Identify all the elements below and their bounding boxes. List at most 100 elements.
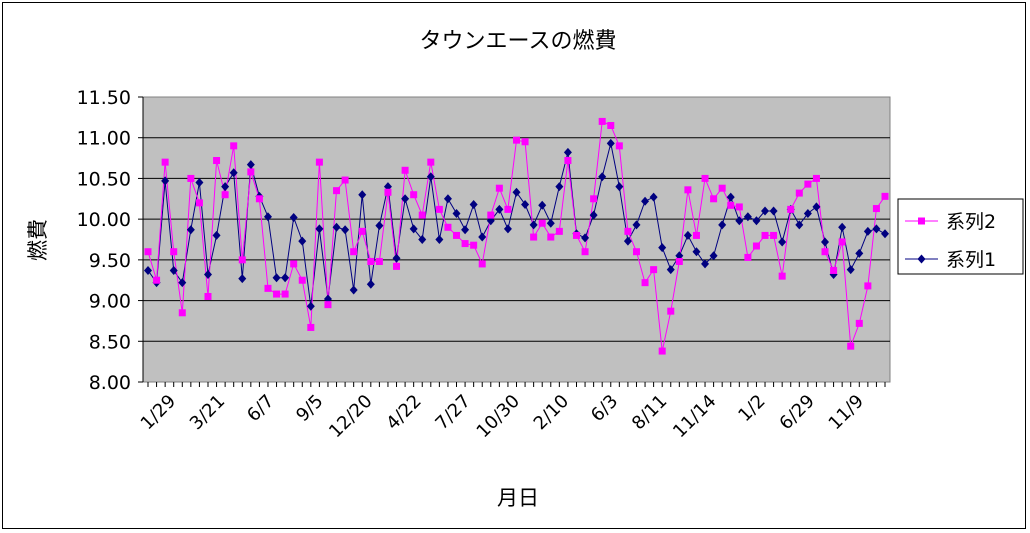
series-1-point bbox=[589, 210, 598, 220]
series-2-point bbox=[470, 241, 478, 249]
series-1-point bbox=[555, 182, 564, 192]
series-2-point bbox=[667, 307, 675, 315]
series-1-point bbox=[332, 222, 341, 232]
series-1-point bbox=[186, 225, 195, 235]
y-tick-label: 11.50 bbox=[77, 87, 131, 109]
series-1-point bbox=[761, 206, 770, 216]
series-1-point bbox=[443, 194, 452, 204]
series-1-point bbox=[281, 273, 290, 283]
x-tick-label: 1/2 bbox=[734, 391, 769, 426]
series-2-point bbox=[624, 227, 632, 235]
series-markers bbox=[144, 117, 889, 355]
series-2-point bbox=[315, 158, 323, 166]
series-2-point bbox=[598, 117, 606, 125]
series-1-point bbox=[203, 270, 212, 280]
x-tick-label: 7/27 bbox=[431, 391, 474, 434]
series-2-point bbox=[855, 319, 863, 327]
series-2-point bbox=[495, 184, 503, 192]
series-1-point bbox=[623, 236, 632, 246]
series-2-point bbox=[692, 231, 700, 239]
series-1-point bbox=[375, 221, 384, 231]
series-1-point bbox=[272, 273, 281, 283]
series-1-point bbox=[563, 147, 572, 157]
line-chart: タウンエースの燃費 8.00 8.50 9.00 9.50 10.00 10.50 11.0… bbox=[26, 29, 1024, 510]
series-2-point bbox=[650, 266, 658, 274]
series-1-point bbox=[229, 168, 238, 178]
x-tick-label: 1/29 bbox=[137, 391, 180, 434]
series-1-point bbox=[581, 233, 590, 243]
series-2-point bbox=[418, 211, 426, 219]
series-1-point bbox=[538, 200, 547, 210]
x-tick-label: 3/21 bbox=[186, 391, 229, 434]
y-tick-label: 9.00 bbox=[89, 291, 131, 313]
x-tick-label: 6/29 bbox=[775, 391, 818, 434]
series-1-point bbox=[735, 216, 744, 226]
series-1-point bbox=[855, 248, 864, 258]
series-2-point bbox=[830, 266, 838, 274]
series-1-point bbox=[821, 237, 830, 247]
series-2-point bbox=[230, 142, 238, 150]
series-2-point bbox=[564, 157, 572, 165]
x-tick-label: 4/22 bbox=[382, 391, 425, 434]
series-2-point bbox=[367, 257, 375, 265]
series-1-point bbox=[666, 265, 675, 275]
series-1-point bbox=[521, 199, 530, 209]
series-1-point bbox=[221, 182, 230, 192]
series-2-point bbox=[247, 168, 255, 176]
series-2-point bbox=[410, 191, 418, 199]
series-1-point bbox=[426, 172, 435, 182]
series-2-point bbox=[187, 174, 195, 182]
series-2-point bbox=[427, 158, 435, 166]
series-1-point bbox=[769, 206, 778, 216]
series-1-point bbox=[701, 259, 710, 269]
series-2-point bbox=[350, 248, 358, 256]
legend-marker bbox=[917, 254, 926, 264]
series-1-point bbox=[461, 225, 470, 235]
series-2-point bbox=[641, 279, 649, 287]
series-2-point bbox=[478, 260, 486, 268]
series-1-point bbox=[169, 265, 178, 275]
series-1-point bbox=[195, 178, 204, 187]
chart-title: タウンエースの燃費 bbox=[420, 29, 617, 54]
series-2-point bbox=[521, 138, 529, 146]
series-2-point bbox=[821, 248, 829, 256]
series-1-point bbox=[503, 224, 512, 234]
series-1-point bbox=[863, 226, 872, 236]
series-1-point bbox=[341, 225, 350, 235]
series-2-point bbox=[504, 205, 512, 213]
legend-label: 系列2 bbox=[946, 211, 996, 233]
series-1-point bbox=[692, 247, 701, 257]
series-2-point bbox=[658, 347, 666, 355]
series-2-point bbox=[195, 199, 203, 207]
series-1-point bbox=[401, 194, 410, 204]
series-1-point bbox=[435, 235, 444, 244]
series-1-point bbox=[263, 212, 272, 222]
series-1-point bbox=[752, 216, 761, 226]
series-1-point bbox=[366, 279, 375, 289]
series-2-point bbox=[333, 187, 341, 195]
series-2-point bbox=[255, 195, 263, 203]
series-1-point bbox=[246, 160, 255, 170]
series-2-point bbox=[290, 260, 298, 268]
y-axis-label: 燃費 bbox=[26, 219, 50, 261]
series-2-point bbox=[787, 205, 795, 213]
series-1-point bbox=[718, 220, 727, 230]
series-2-point bbox=[632, 248, 640, 256]
series-1-point bbox=[658, 243, 667, 253]
series-1-point bbox=[298, 236, 307, 246]
legend-box bbox=[897, 198, 1024, 275]
series-2-point bbox=[718, 184, 726, 192]
series-1-point bbox=[161, 176, 170, 186]
series-1-point bbox=[358, 190, 367, 200]
series-1-point bbox=[649, 192, 658, 202]
series-2-point bbox=[401, 166, 409, 174]
series-2-point bbox=[812, 174, 820, 182]
series-1-point bbox=[632, 220, 641, 230]
series-1-point bbox=[178, 278, 187, 288]
series-2-point bbox=[461, 240, 469, 248]
series-1-point bbox=[598, 172, 607, 182]
y-tick-label: 8.00 bbox=[89, 372, 131, 394]
series-2-point bbox=[615, 142, 623, 150]
x-tick-label: 8/11 bbox=[628, 391, 671, 434]
